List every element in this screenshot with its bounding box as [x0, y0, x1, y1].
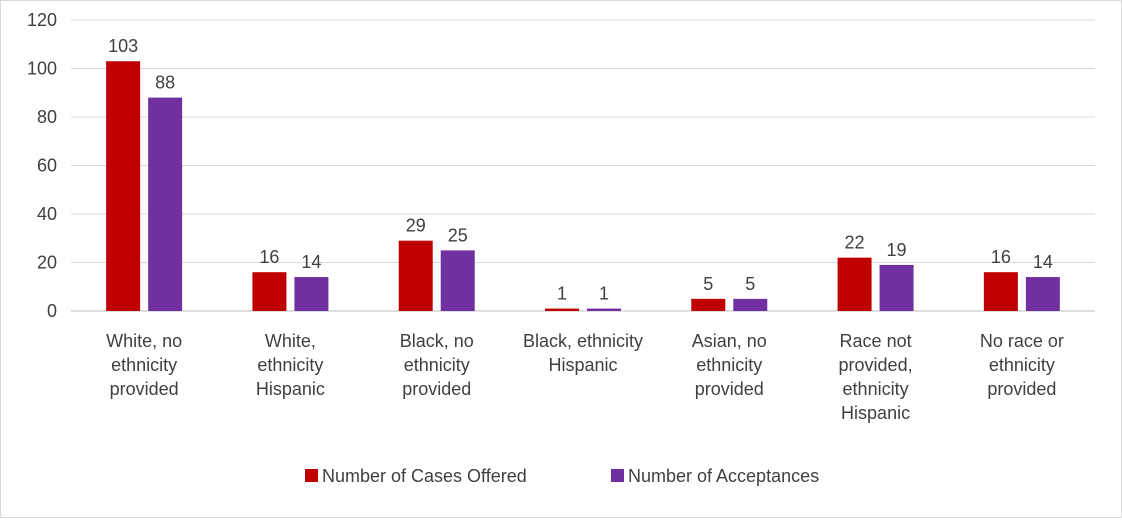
legend: Number of Cases Offered Number of Accepta…: [305, 466, 819, 486]
y-tick-label: 0: [47, 301, 57, 321]
data-label: 5: [703, 274, 713, 294]
data-label: 25: [448, 225, 468, 245]
category-label: Black, no ethnicity provided: [400, 331, 474, 399]
bar: [252, 272, 287, 311]
category-label: Race not provided, ethnicity Hispanic: [839, 331, 913, 423]
bar: [1025, 277, 1060, 311]
category-label: Asian, no ethnicity provided: [692, 331, 767, 399]
y-tick-label: 20: [37, 253, 57, 273]
data-label: 16: [991, 247, 1011, 267]
bar: [837, 257, 872, 311]
bar: [148, 97, 183, 311]
category-label: White, ethnicity Hispanic: [256, 331, 325, 399]
data-label: 29: [406, 216, 426, 236]
legend-swatch: [611, 469, 624, 482]
bar: [691, 298, 726, 311]
bar: [983, 272, 1018, 311]
category-label: Black, ethnicity Hispanic: [523, 331, 643, 375]
bar: [545, 308, 579, 311]
bar: [440, 250, 475, 311]
y-tick-label: 40: [37, 204, 57, 224]
x-axis: White, no ethnicity provided White, ethnicit…: [106, 331, 1064, 423]
bar: [587, 308, 621, 311]
bar: [294, 277, 329, 311]
bar: [106, 61, 141, 311]
gridlines: [71, 19, 1095, 312]
y-tick-label: 120: [27, 10, 57, 30]
legend-label: Number of Cases Offered: [322, 466, 527, 486]
bar: [398, 240, 433, 311]
category-label: No race or ethnicity provided: [980, 331, 1064, 399]
legend-swatch: [305, 469, 318, 482]
bar: [733, 298, 768, 311]
bars: [106, 61, 1060, 311]
data-label: 1: [599, 284, 609, 304]
data-label: 16: [259, 247, 279, 267]
data-labels: 103 16 29 1 5 22 16 88 14 25 1 5 19 14: [108, 36, 1053, 303]
category-label: White, no ethnicity provided: [106, 331, 182, 399]
bar: [879, 264, 914, 311]
y-axis: 0 20 40 60 80 100 120: [27, 10, 57, 321]
data-label: 19: [887, 240, 907, 260]
y-tick-label: 100: [27, 59, 57, 79]
y-tick-label: 60: [37, 156, 57, 176]
data-label: 103: [108, 36, 138, 56]
y-tick-label: 80: [37, 107, 57, 127]
legend-label: Number of Acceptances: [628, 466, 819, 486]
data-label: 22: [845, 233, 865, 253]
data-label: 1: [557, 284, 567, 304]
data-label: 14: [1033, 252, 1053, 272]
data-label: 88: [155, 73, 175, 93]
data-label: 14: [301, 252, 321, 272]
data-label: 5: [745, 274, 755, 294]
